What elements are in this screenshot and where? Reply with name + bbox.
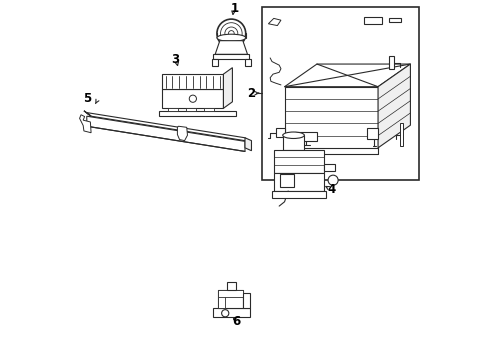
Polygon shape	[368, 128, 378, 139]
Polygon shape	[213, 54, 249, 59]
Polygon shape	[364, 17, 382, 24]
Polygon shape	[177, 126, 188, 141]
Text: 4: 4	[328, 183, 336, 196]
Polygon shape	[245, 138, 251, 151]
Ellipse shape	[283, 132, 304, 139]
Polygon shape	[280, 174, 294, 187]
Polygon shape	[389, 18, 401, 22]
Polygon shape	[400, 123, 402, 146]
Polygon shape	[283, 135, 304, 150]
Polygon shape	[285, 87, 378, 148]
Text: 5: 5	[83, 92, 91, 105]
Ellipse shape	[217, 34, 245, 41]
Polygon shape	[87, 116, 245, 152]
Polygon shape	[215, 41, 247, 54]
Polygon shape	[269, 18, 281, 26]
Polygon shape	[274, 173, 324, 191]
Circle shape	[221, 310, 229, 317]
Polygon shape	[218, 290, 243, 297]
Polygon shape	[245, 59, 251, 66]
Polygon shape	[285, 64, 411, 87]
Polygon shape	[295, 132, 317, 141]
Polygon shape	[162, 74, 223, 90]
Text: 2: 2	[247, 87, 256, 100]
Circle shape	[328, 175, 338, 185]
Polygon shape	[227, 282, 236, 290]
Polygon shape	[324, 164, 335, 171]
Polygon shape	[243, 293, 250, 308]
Text: 3: 3	[171, 53, 179, 66]
Polygon shape	[213, 308, 250, 317]
Circle shape	[217, 19, 245, 48]
Polygon shape	[159, 111, 236, 116]
Polygon shape	[275, 128, 285, 137]
Polygon shape	[186, 108, 196, 111]
Polygon shape	[218, 290, 225, 308]
Polygon shape	[389, 56, 394, 69]
Polygon shape	[223, 68, 232, 108]
Text: 1: 1	[231, 2, 239, 15]
Bar	[262, 7, 419, 180]
Polygon shape	[212, 59, 218, 66]
Polygon shape	[378, 64, 411, 148]
Polygon shape	[218, 290, 243, 308]
Polygon shape	[204, 108, 215, 111]
Polygon shape	[162, 90, 223, 108]
Polygon shape	[272, 191, 326, 198]
Polygon shape	[87, 113, 249, 141]
Polygon shape	[168, 108, 178, 111]
Circle shape	[189, 95, 196, 102]
Polygon shape	[84, 111, 91, 116]
Polygon shape	[274, 150, 324, 173]
Text: 6: 6	[233, 315, 241, 328]
Polygon shape	[79, 115, 91, 133]
